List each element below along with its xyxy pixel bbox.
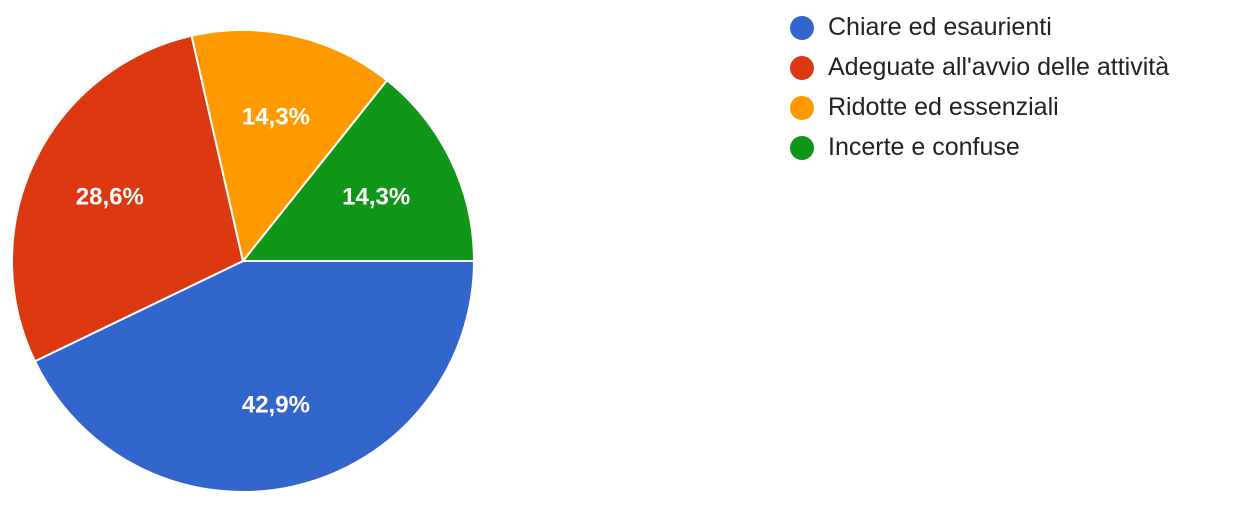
pie-slice-label-0: 42,9%	[242, 392, 310, 419]
pie-slice-3[interactable]	[242, 79, 475, 262]
legend-swatch-icon	[790, 55, 814, 80]
pie-slice-0[interactable]	[33, 260, 475, 493]
chart-legend: Chiare ed esaurienti Adeguate all'avvio d…	[790, 8, 1169, 168]
legend-swatch-icon	[790, 15, 814, 40]
legend-label: Adeguate all'avvio delle attività	[828, 53, 1170, 81]
legend-item-0[interactable]: Chiare ed esaurienti	[790, 8, 1169, 47]
legend-label: Chiare ed esaurienti	[828, 13, 1052, 41]
legend-label: Ridotte ed essenziali	[828, 93, 1059, 121]
legend-label: Incerte e confuse	[828, 133, 1020, 161]
legend-item-1[interactable]: Adeguate all'avvio delle attività	[790, 48, 1169, 87]
pie-slice-label-3: 14,3%	[342, 183, 410, 210]
pie-slice-label-1: 28,6%	[76, 183, 144, 210]
pie-slice-2[interactable]	[190, 29, 389, 262]
pie-slice-label-2: 14,3%	[242, 103, 310, 130]
legend-swatch-icon	[790, 95, 814, 120]
legend-item-2[interactable]: Ridotte ed essenziali	[790, 88, 1169, 127]
legend-swatch-icon	[790, 135, 814, 160]
pie-slice-1[interactable]	[11, 34, 244, 363]
legend-item-3[interactable]: Incerte e confuse	[790, 128, 1169, 167]
